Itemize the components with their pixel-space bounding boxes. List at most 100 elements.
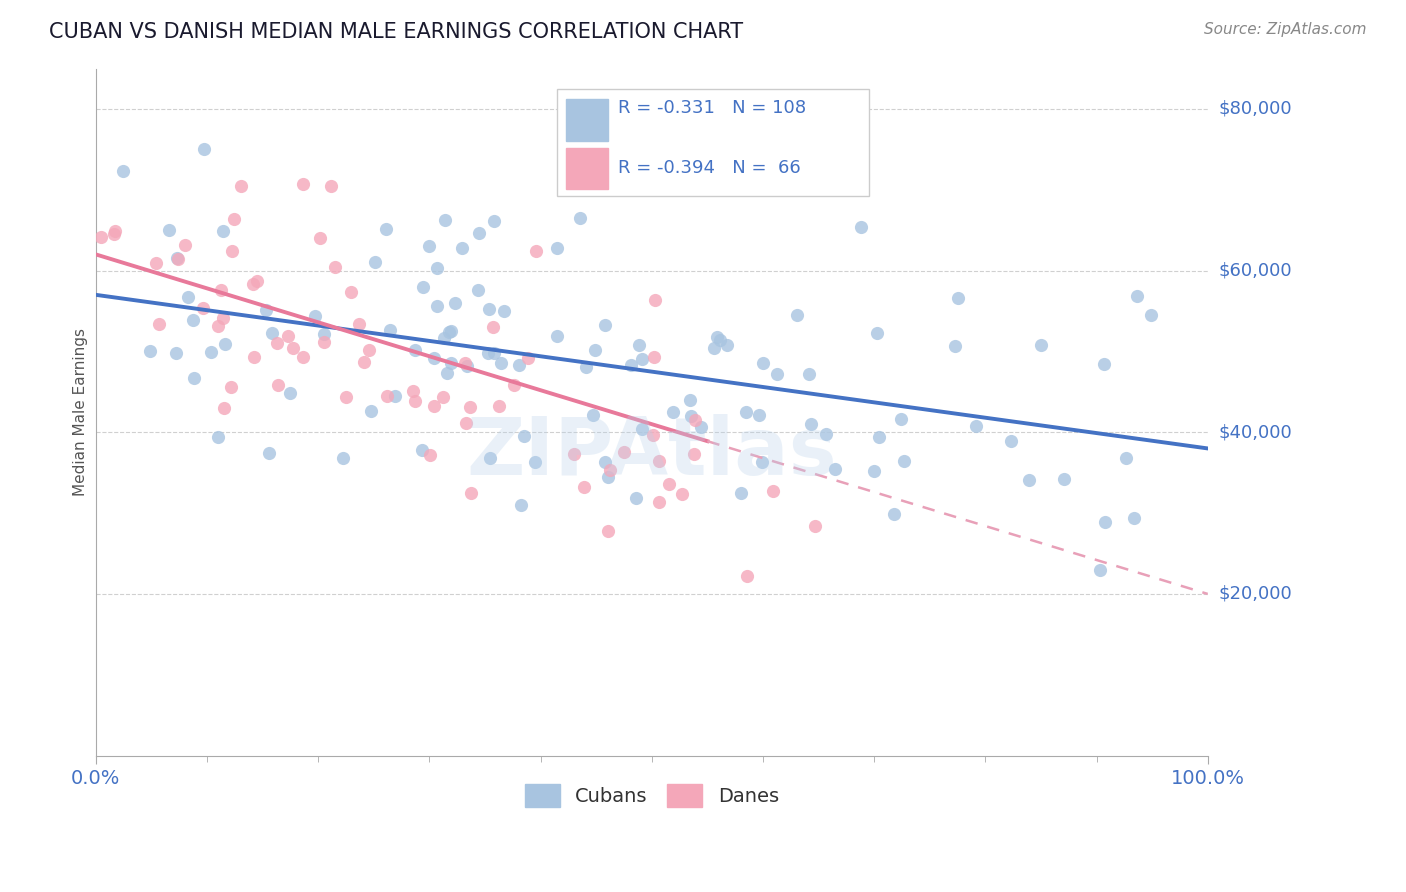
Point xyxy=(503,377,526,392)
Point xyxy=(883,507,905,521)
Point xyxy=(254,303,277,318)
Point xyxy=(193,142,215,156)
Point xyxy=(157,223,180,237)
Point xyxy=(193,301,215,316)
Point xyxy=(513,429,536,443)
Point xyxy=(111,164,134,178)
Point xyxy=(309,231,332,245)
Point xyxy=(183,371,205,385)
Point xyxy=(766,368,789,382)
Point xyxy=(1092,357,1115,371)
Point xyxy=(444,296,467,310)
Point xyxy=(689,420,711,434)
Point xyxy=(647,454,669,468)
Point xyxy=(378,323,401,337)
Point xyxy=(658,477,681,491)
Text: ZIPAtlas: ZIPAtlas xyxy=(467,414,837,492)
Point xyxy=(209,283,232,297)
Point xyxy=(681,409,703,423)
Point xyxy=(762,483,785,498)
Point xyxy=(706,330,728,344)
Point xyxy=(679,393,702,408)
Point xyxy=(800,417,823,431)
Text: R = -0.394   N =  66: R = -0.394 N = 66 xyxy=(619,159,801,178)
Point xyxy=(212,311,235,326)
Point xyxy=(432,390,454,404)
Point xyxy=(243,350,266,364)
Point xyxy=(488,399,510,413)
Point xyxy=(139,343,162,358)
Point xyxy=(648,495,671,509)
Point xyxy=(620,358,643,372)
Point xyxy=(814,427,837,442)
Point xyxy=(569,211,592,226)
Point xyxy=(214,337,236,351)
Point xyxy=(671,487,693,501)
Point xyxy=(641,428,664,442)
Point xyxy=(312,327,335,342)
Point xyxy=(890,412,912,426)
Point xyxy=(562,447,585,461)
Point xyxy=(173,237,195,252)
Point xyxy=(709,333,731,347)
Point xyxy=(786,308,808,322)
Point xyxy=(433,331,456,345)
Point xyxy=(90,230,112,244)
Point xyxy=(436,366,458,380)
Point xyxy=(943,339,966,353)
Point xyxy=(103,227,125,241)
Point xyxy=(478,302,501,317)
Point xyxy=(508,358,530,372)
Point xyxy=(242,277,264,291)
Point xyxy=(245,274,267,288)
Point xyxy=(260,326,283,340)
Point xyxy=(456,359,478,373)
Bar xyxy=(567,99,609,141)
Point xyxy=(360,404,382,418)
Point xyxy=(1115,451,1137,466)
Point xyxy=(323,260,346,275)
Point xyxy=(304,309,326,323)
Point xyxy=(866,326,889,340)
Text: Source: ZipAtlas.com: Source: ZipAtlas.com xyxy=(1204,22,1367,37)
Point xyxy=(851,219,873,234)
Point xyxy=(321,179,343,194)
Point xyxy=(332,450,354,465)
Point xyxy=(165,345,187,359)
Point xyxy=(401,384,423,398)
Point xyxy=(734,404,756,418)
Point xyxy=(1125,289,1147,303)
Point xyxy=(546,241,568,255)
Point xyxy=(965,418,987,433)
Point xyxy=(1094,515,1116,529)
Point xyxy=(353,355,375,369)
Point xyxy=(460,486,482,500)
Point xyxy=(583,343,606,358)
Point xyxy=(1000,434,1022,448)
Point xyxy=(703,341,725,355)
Point xyxy=(145,256,167,270)
Point xyxy=(418,239,440,253)
Text: R = -0.331   N = 108: R = -0.331 N = 108 xyxy=(619,99,807,118)
Point xyxy=(546,328,568,343)
Point xyxy=(467,283,489,297)
Point xyxy=(1053,472,1076,486)
Point xyxy=(804,518,827,533)
Point xyxy=(458,400,481,414)
Point xyxy=(482,320,505,334)
Point xyxy=(221,380,243,394)
Point xyxy=(412,280,434,294)
Point xyxy=(643,351,665,365)
Point xyxy=(685,413,707,427)
Point xyxy=(454,355,477,369)
Point xyxy=(893,454,915,468)
Point xyxy=(434,212,457,227)
Point xyxy=(426,299,449,313)
Point xyxy=(478,450,501,465)
Point xyxy=(257,446,280,460)
Text: $80,000: $80,000 xyxy=(1219,100,1292,118)
Point xyxy=(862,464,884,478)
Point xyxy=(484,214,506,228)
Point xyxy=(277,329,299,343)
Point xyxy=(166,251,188,265)
